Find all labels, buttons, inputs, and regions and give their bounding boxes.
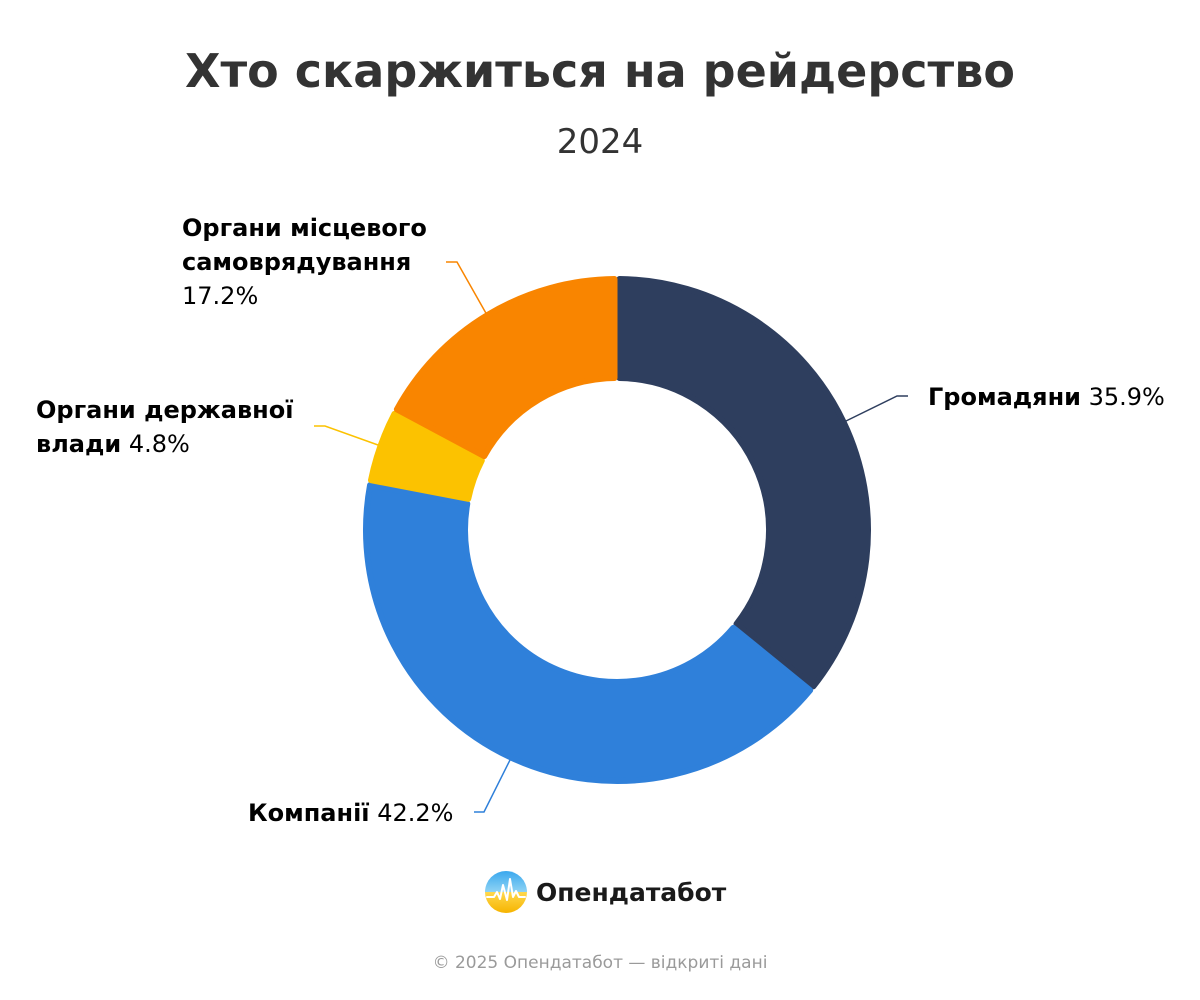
- chart-subtitle: 2024: [556, 122, 644, 162]
- leader-misc: [446, 261, 488, 316]
- leader-hromadiany: [845, 395, 908, 422]
- slice-hromadiany: [616, 276, 871, 690]
- chart-title: Хто скаржиться на рейдерство: [185, 44, 1015, 98]
- label-derzh: Органи державної влади 4.8%: [36, 393, 293, 461]
- label-misc-value: 17.2%: [182, 282, 259, 310]
- label-hromadiany-name: Громадяни: [928, 383, 1081, 411]
- label-derzh-value: 4.8%: [128, 430, 190, 458]
- label-misc-name-line2: самоврядування: [182, 248, 412, 276]
- slice-derzh: [367, 410, 485, 502]
- slice-kompanii: [363, 482, 814, 784]
- leader-kompanii: [474, 759, 511, 813]
- label-kompanii: Компанії 42.2%: [248, 796, 453, 830]
- label-derzh-name-line2: влади: [36, 430, 122, 458]
- label-hromadiany-value: 35.9%: [1088, 383, 1165, 411]
- brand-logo: Опендатабот: [484, 869, 726, 915]
- label-kompanii-value: 42.2%: [377, 799, 454, 827]
- opendatabot-logo-icon: [485, 871, 527, 913]
- slice-misc: [393, 276, 618, 460]
- label-kompanii-name: Компанії: [248, 799, 370, 827]
- label-misc: Органи місцевого самоврядування 17.2%: [182, 211, 427, 313]
- leader-derzh: [314, 425, 379, 446]
- footer-copyright: © 2025 Опендатабот — відкриті дані: [432, 953, 768, 973]
- brand-name: Опендатабот: [536, 877, 727, 907]
- label-hromadiany: Громадяни 35.9%: [928, 380, 1165, 414]
- label-derzh-name-line1: Органи державної: [36, 396, 294, 424]
- label-misc-name-line1: Органи місцевого: [182, 214, 427, 242]
